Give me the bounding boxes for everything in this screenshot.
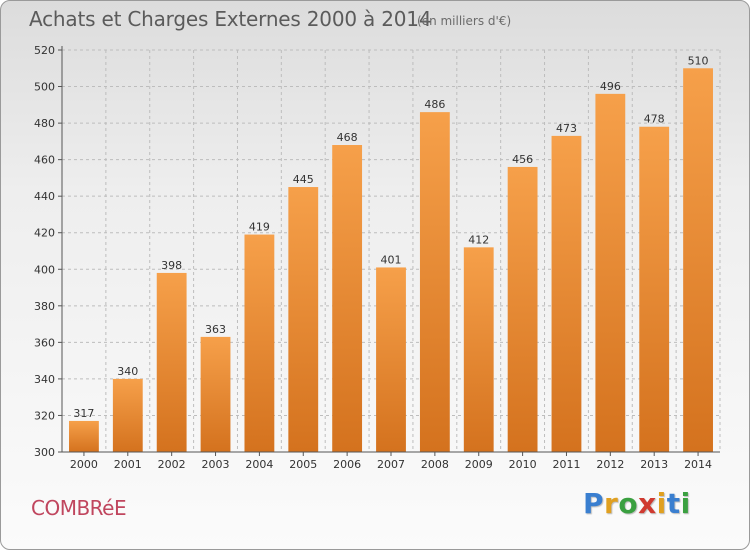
value-label: 486: [424, 98, 445, 111]
bar-2002: [156, 272, 187, 452]
x-tick-label: 2007: [377, 458, 405, 471]
value-label: 468: [337, 131, 358, 144]
bar-2013: [639, 126, 670, 452]
bar-2011: [551, 135, 582, 452]
x-tick-label: 2010: [509, 458, 537, 471]
y-tick-label: 480: [34, 117, 55, 130]
value-label: 445: [293, 173, 314, 186]
bar-2010: [507, 166, 538, 453]
y-tick-label: 520: [34, 44, 55, 57]
bars: [69, 68, 713, 453]
bar-2014: [683, 68, 713, 452]
value-label: 340: [117, 365, 138, 378]
value-label: 478: [644, 113, 665, 126]
x-tick-label: 2008: [421, 458, 449, 471]
bar-2009: [463, 247, 494, 452]
x-tick-label: 2004: [245, 458, 273, 471]
x-tick-label: 2014: [684, 458, 712, 471]
logo-letter: i: [656, 487, 667, 520]
logo-letter: o: [618, 487, 639, 520]
value-label: 496: [600, 80, 621, 93]
x-tick-label: 2000: [70, 458, 98, 471]
bar-2003: [200, 336, 231, 452]
value-label: 456: [512, 153, 533, 166]
value-label: 412: [468, 233, 489, 246]
y-tick-label: 300: [34, 446, 55, 459]
value-label: 317: [73, 407, 94, 420]
x-tick-label: 2002: [158, 458, 186, 471]
chart-subtitle: (en milliers d'€): [417, 14, 512, 28]
y-tick-label: 440: [34, 190, 55, 203]
x-tick-label: 2009: [465, 458, 493, 471]
value-label: 419: [249, 221, 270, 234]
x-tick-label: 2012: [596, 458, 624, 471]
bar-2001: [112, 378, 143, 452]
y-tick-label: 400: [34, 263, 55, 276]
bar-2005: [288, 187, 319, 452]
proxiti-logo: Proxiti: [583, 487, 691, 520]
x-tick-label: 2001: [114, 458, 142, 471]
bar-2006: [332, 145, 363, 452]
value-label: 510: [688, 54, 709, 67]
bar-2007: [376, 267, 406, 452]
commune-name: COMBRéE: [31, 496, 127, 520]
bar-2000: [69, 420, 99, 452]
bar-2004: [244, 234, 275, 452]
value-label: 401: [381, 253, 402, 266]
logo-letter: x: [638, 487, 657, 520]
value-label: 398: [161, 259, 182, 272]
value-label: 473: [556, 122, 577, 135]
y-tick-label: 340: [34, 373, 55, 386]
y-tick-label: 420: [34, 227, 55, 240]
labels: 300 320 340 360 380 400 420 440 460 480 500 520 317 2…: [34, 44, 712, 471]
axes: [58, 46, 720, 456]
x-tick-label: 2003: [202, 458, 230, 471]
logo-letter: t: [666, 487, 681, 520]
y-tick-label: 360: [34, 336, 55, 349]
x-tick-label: 2006: [333, 458, 361, 471]
logo-letter: i: [680, 487, 691, 520]
y-tick-label: 320: [34, 409, 55, 422]
value-label: 363: [205, 323, 226, 336]
x-tick-label: 2005: [289, 458, 317, 471]
chart-title: Achats et Charges Externes 2000 à 2014: [29, 7, 432, 31]
logo-letter: P: [583, 487, 605, 520]
x-tick-label: 2011: [552, 458, 580, 471]
logo-letter: r: [604, 487, 619, 520]
y-tick-label: 460: [34, 154, 55, 167]
y-tick-label: 500: [34, 81, 55, 94]
bar-2012: [595, 93, 626, 452]
y-tick-label: 380: [34, 300, 55, 313]
bar-2008: [419, 112, 450, 453]
x-tick-label: 2013: [640, 458, 668, 471]
